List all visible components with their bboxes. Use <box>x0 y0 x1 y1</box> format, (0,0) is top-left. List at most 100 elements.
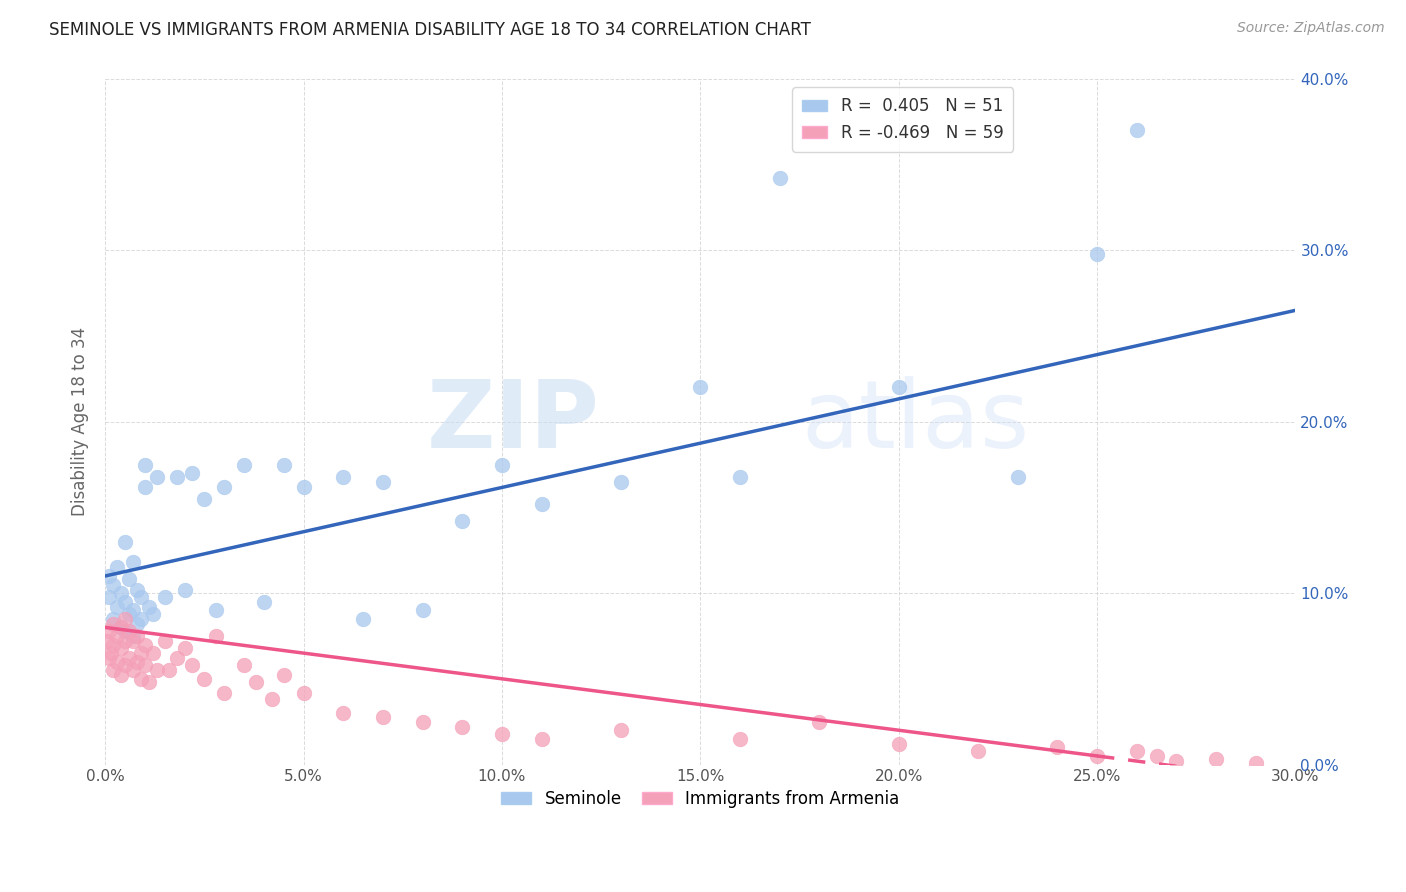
Point <box>1244 756 1267 770</box>
Point <box>138 599 160 614</box>
Point <box>205 603 228 617</box>
Point <box>769 171 792 186</box>
Point <box>118 607 141 621</box>
Point <box>173 640 195 655</box>
Point <box>98 590 121 604</box>
Point <box>114 634 136 648</box>
Point <box>292 685 315 699</box>
Point <box>129 646 152 660</box>
Point <box>157 663 180 677</box>
Point <box>233 658 256 673</box>
Point <box>105 560 128 574</box>
Point <box>245 675 267 690</box>
Point <box>451 720 474 734</box>
Point <box>114 658 136 673</box>
Point <box>122 663 145 677</box>
Point <box>181 658 204 673</box>
Point <box>292 480 315 494</box>
Point <box>125 582 148 597</box>
Point <box>728 469 751 483</box>
Point <box>101 612 124 626</box>
Point <box>122 629 145 643</box>
Point <box>122 603 145 617</box>
Point <box>1205 752 1227 766</box>
Point <box>412 714 434 729</box>
Point <box>98 624 121 638</box>
Point <box>371 475 394 489</box>
Legend: Seminole, Immigrants from Armenia: Seminole, Immigrants from Armenia <box>495 783 905 814</box>
Text: atlas: atlas <box>801 376 1029 467</box>
Point <box>808 714 831 729</box>
Point <box>1085 247 1108 261</box>
Point <box>146 663 169 677</box>
Point <box>100 646 122 660</box>
Point <box>212 685 235 699</box>
Point <box>352 612 374 626</box>
Point <box>105 599 128 614</box>
Point <box>114 595 136 609</box>
Point <box>212 480 235 494</box>
Point <box>98 651 121 665</box>
Point <box>138 675 160 690</box>
Point <box>253 595 276 609</box>
Point <box>1126 123 1149 137</box>
Point <box>610 475 633 489</box>
Point <box>530 497 553 511</box>
Point <box>610 723 633 738</box>
Point <box>1146 748 1168 763</box>
Point <box>1126 744 1149 758</box>
Point <box>332 706 354 720</box>
Point <box>689 380 711 394</box>
Point <box>110 668 132 682</box>
Point <box>371 709 394 723</box>
Point <box>134 658 156 673</box>
Point <box>491 726 513 740</box>
Point <box>122 634 145 648</box>
Point <box>887 380 910 394</box>
Point <box>332 469 354 483</box>
Point <box>530 731 553 746</box>
Point <box>118 573 141 587</box>
Point <box>451 514 474 528</box>
Point <box>110 640 132 655</box>
Y-axis label: Disability Age 18 to 34: Disability Age 18 to 34 <box>72 327 89 516</box>
Point <box>173 582 195 597</box>
Point <box>105 655 128 669</box>
Point <box>96 634 118 648</box>
Point <box>110 620 132 634</box>
Point <box>273 668 295 682</box>
Point <box>260 692 283 706</box>
Point <box>166 651 188 665</box>
Point <box>273 458 295 472</box>
Point <box>101 577 124 591</box>
Point <box>101 617 124 632</box>
Point <box>125 629 148 643</box>
Point <box>166 469 188 483</box>
Point <box>146 469 169 483</box>
Point <box>134 480 156 494</box>
Text: ZIP: ZIP <box>426 376 599 467</box>
Point <box>134 458 156 472</box>
Point <box>110 586 132 600</box>
Text: SEMINOLE VS IMMIGRANTS FROM ARMENIA DISABILITY AGE 18 TO 34 CORRELATION CHART: SEMINOLE VS IMMIGRANTS FROM ARMENIA DISA… <box>49 21 811 39</box>
Point <box>101 663 124 677</box>
Point <box>412 603 434 617</box>
Point <box>491 458 513 472</box>
Point <box>153 590 176 604</box>
Point <box>118 651 141 665</box>
Point <box>205 629 228 643</box>
Point <box>114 612 136 626</box>
Point <box>967 744 990 758</box>
Point <box>129 672 152 686</box>
Point <box>193 672 215 686</box>
Point <box>110 620 132 634</box>
Point <box>887 737 910 751</box>
Point <box>153 634 176 648</box>
Point <box>142 646 165 660</box>
Point <box>193 491 215 506</box>
Point <box>122 555 145 569</box>
Point <box>1166 754 1188 768</box>
Point <box>233 458 256 472</box>
Point <box>142 607 165 621</box>
Point <box>114 534 136 549</box>
